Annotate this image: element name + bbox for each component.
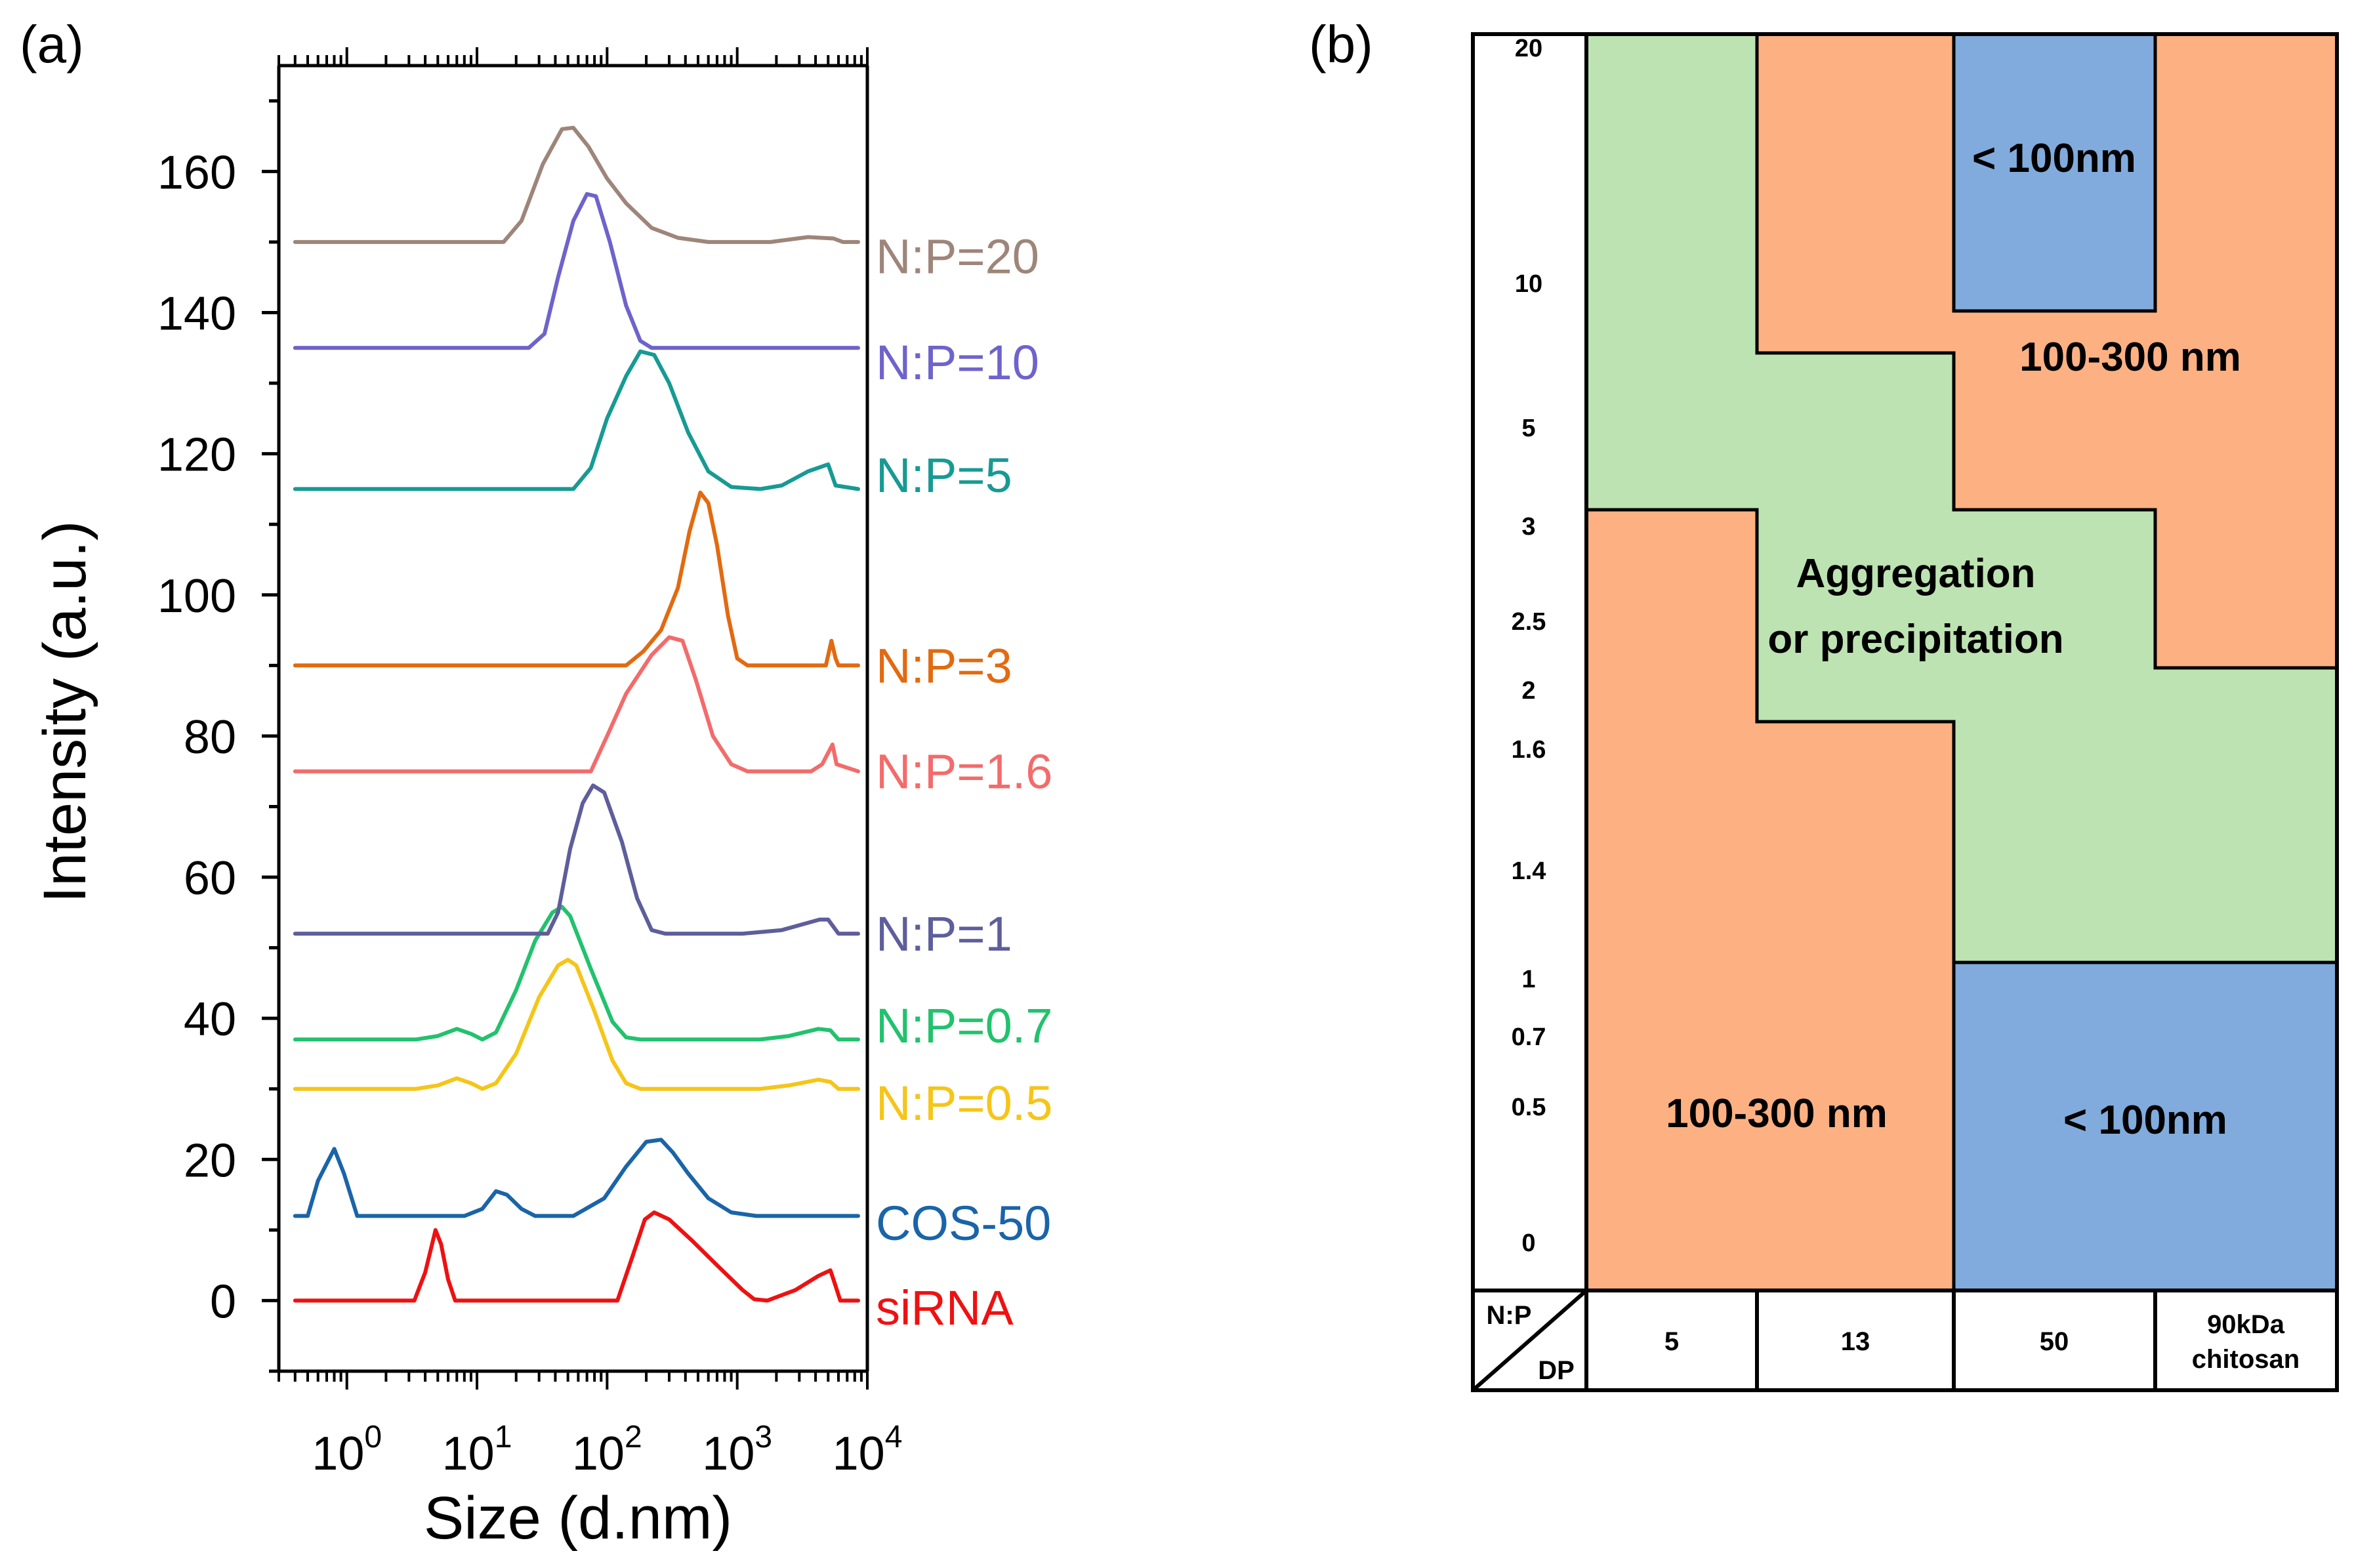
np-level-label-2: 5 <box>1521 415 1535 442</box>
x-tick-label-4: 104 <box>833 1420 903 1480</box>
np-level-label-3: 3 <box>1521 513 1535 541</box>
series-label-9: N:P=20 <box>876 229 1039 283</box>
series-line-2 <box>293 957 860 1091</box>
series-line-1 <box>293 1138 860 1218</box>
panel-b-size-map: (b) 20 10 5 3 2.5 2 1.6 1.4 1 0.7 0.5 0 5 13 50 90kDa c… <box>1309 15 2339 1392</box>
x-tick-exponent: 4 <box>885 1420 903 1455</box>
y-axis-title: Intensity (a.u.) <box>31 521 98 903</box>
x-tick-label-2: 102 <box>572 1420 642 1480</box>
y-tick-label-6: 120 <box>157 429 236 482</box>
x-tick-label-0: 100 <box>312 1420 382 1480</box>
region-borders <box>1586 34 2337 1290</box>
series-label-8: N:P=10 <box>876 335 1039 390</box>
series-line-6 <box>293 490 860 668</box>
series-label-7: N:P=5 <box>876 448 1012 503</box>
x-tick-label-1: 101 <box>442 1420 512 1480</box>
x-axis-title: Size (d.nm) <box>424 1485 732 1552</box>
np-level-label-9: 0.7 <box>1512 1023 1546 1051</box>
x-tick-exponent: 2 <box>625 1420 642 1455</box>
x-tick-exponent: 1 <box>495 1420 512 1455</box>
series-label-2: N:P=0.5 <box>876 1076 1052 1130</box>
panel-a-label: (a) <box>20 15 84 73</box>
y-tick-label-0: 0 <box>210 1275 236 1328</box>
region-label-4: < 100nm <box>2063 1098 2227 1143</box>
series-label-1: COS-50 <box>876 1196 1051 1250</box>
np-level-label-1: 10 <box>1515 270 1542 298</box>
np-level-label-4: 2.5 <box>1512 608 1546 636</box>
series-line-9 <box>293 125 860 244</box>
series-label-4: N:P=1 <box>876 907 1012 961</box>
np-level-label-7: 1.4 <box>1512 857 1546 885</box>
series-line-7 <box>293 349 860 491</box>
x-tick-exponent: 3 <box>754 1420 772 1455</box>
region-lower-right-below-100nm <box>1954 962 2337 1290</box>
region-label-0-line2: or precipitation <box>1767 617 2063 662</box>
region-label-1: 100-300 nm <box>2019 335 2241 380</box>
series-line-4 <box>293 783 860 936</box>
series-label-3: N:P=0.7 <box>876 999 1052 1053</box>
np-level-label-10: 0.5 <box>1512 1094 1546 1121</box>
region-top-below-100nm <box>1954 34 2155 311</box>
np-level-label-6: 1.6 <box>1512 736 1546 764</box>
series-line-5 <box>293 635 860 774</box>
region-labels: Aggregation or precipitation 100-300 nm < 1… <box>1666 136 2241 1143</box>
region-label-0-line1: Aggregation <box>1796 551 2035 596</box>
np-level-label-0: 20 <box>1515 35 1542 62</box>
dp-column-label-3-line1: 90kDa <box>2207 1310 2285 1339</box>
y-tick-label-1: 20 <box>184 1134 236 1187</box>
region-label-3: 100-300 nm <box>1666 1091 1888 1136</box>
series-label-6: N:P=3 <box>876 638 1012 693</box>
region-upper-right-100-300nm <box>1757 34 2337 668</box>
y-tick-label-8: 160 <box>157 146 236 199</box>
y-tick-label-3: 60 <box>184 852 236 905</box>
region-label-2: < 100nm <box>1972 136 2136 181</box>
y-tick-label-2: 40 <box>184 993 236 1046</box>
dp-column-label-0: 5 <box>1664 1327 1679 1356</box>
y-tick-label-5: 100 <box>157 570 236 623</box>
y-tick-label-4: 80 <box>184 711 236 764</box>
y-tick-label-7: 140 <box>157 288 236 340</box>
panel-b-label: (b) <box>1309 15 1373 73</box>
dp-column-label-1: 13 <box>1841 1327 1870 1356</box>
series-label-0: siRNA <box>876 1281 1014 1335</box>
np-level-label-5: 2 <box>1521 677 1535 705</box>
series-line-8 <box>293 192 860 350</box>
dp-column-labels: 5 13 50 90kDa chitosan <box>1664 1310 2300 1374</box>
corner-label-dp: DP <box>1538 1356 1575 1385</box>
np-level-label-11: 0 <box>1521 1229 1535 1257</box>
region-lower-left-100-300nm <box>1586 510 1954 1290</box>
series-lines: siRNA COS-50 N:P=0.5 N:P=0.7 N:P=1 N:P=1.6 N:P… <box>293 125 1052 1335</box>
series-line-3 <box>293 905 860 1042</box>
panel-a-line-chart: (a) siRNA COS-50 N:P=0.5 N:P=0.7 N:P=1 N:P=1.… <box>20 15 1052 1552</box>
dp-column-label-2: 50 <box>2040 1327 2069 1356</box>
x-tick-label-3: 103 <box>702 1420 772 1480</box>
dp-column-label-3-line2: chitosan <box>2192 1345 2300 1374</box>
x-tick-exponent: 0 <box>364 1420 382 1455</box>
np-level-labels: 20 10 5 3 2.5 2 1.6 1.4 1 0.7 0.5 0 <box>1512 35 1546 1257</box>
series-label-5: N:P=1.6 <box>876 745 1052 799</box>
corner-label-np: N:P <box>1487 1301 1532 1330</box>
series-line-0 <box>293 1210 860 1303</box>
np-level-label-8: 1 <box>1521 966 1535 993</box>
table-frame <box>1471 32 2339 1392</box>
